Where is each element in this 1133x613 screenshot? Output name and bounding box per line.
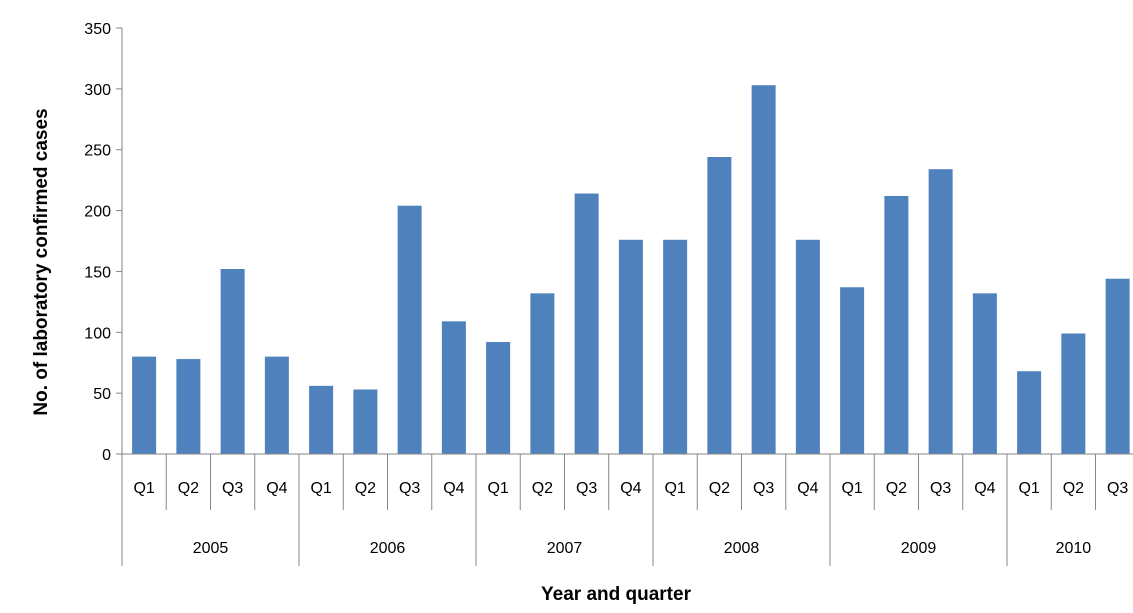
group-label: 2006	[370, 540, 406, 557]
y-tick-label: 100	[84, 325, 111, 342]
bar	[663, 239, 688, 454]
bar	[1105, 278, 1130, 454]
category-label: Q4	[797, 480, 818, 497]
bar	[1061, 333, 1086, 454]
y-tick-label: 150	[84, 264, 111, 281]
bar	[1017, 371, 1042, 454]
group-label: 2008	[724, 540, 760, 557]
category-label: Q3	[576, 480, 597, 497]
category-label: Q1	[841, 480, 862, 497]
labels-layer: 0 50 100 150 200 250 300 350 Q1 Q2 Q3 Q4 Q1 Q2 Q3 Q4 Q1 Q…	[84, 21, 1128, 557]
category-label: Q3	[930, 480, 951, 497]
bar	[132, 356, 157, 454]
y-tick-label: 350	[84, 21, 111, 38]
category-label: Q1	[664, 480, 685, 497]
y-axis-title: No. of laboratory confirmed cases	[31, 108, 52, 415]
category-label: Q2	[709, 480, 730, 497]
category-label: Q1	[133, 480, 154, 497]
group-label: 2009	[901, 540, 937, 557]
category-label: Q2	[886, 480, 907, 497]
y-tick-label: 200	[84, 204, 111, 221]
category-label: Q4	[266, 480, 287, 497]
category-label: Q3	[1107, 480, 1128, 497]
bar	[840, 287, 865, 454]
group-label: 2007	[547, 540, 583, 557]
bar	[707, 157, 732, 454]
group-label: 2005	[193, 540, 229, 557]
category-label: Q1	[487, 480, 508, 497]
category-label: Q2	[1063, 480, 1084, 497]
bar	[795, 239, 820, 454]
bar	[220, 268, 245, 454]
group-label: 2010	[1056, 540, 1092, 557]
bar	[397, 205, 422, 454]
y-tick-label: 0	[102, 447, 111, 464]
bar	[928, 169, 953, 454]
category-label: Q3	[222, 480, 243, 497]
category-label: Q1	[1018, 480, 1039, 497]
bar	[353, 389, 378, 454]
bars-layer	[132, 85, 1130, 455]
bar	[176, 359, 201, 454]
bar	[486, 342, 511, 454]
axes-layer	[116, 27, 1133, 566]
category-label: Q3	[753, 480, 774, 497]
bar	[574, 193, 599, 454]
bar	[530, 293, 555, 454]
bar	[441, 321, 466, 454]
category-label: Q1	[310, 480, 331, 497]
y-tick-label: 300	[84, 82, 111, 99]
y-tick-label: 50	[93, 386, 111, 403]
category-label: Q4	[974, 480, 995, 497]
category-label: Q4	[620, 480, 641, 497]
category-label: Q4	[443, 480, 464, 497]
x-axis-title: Year and quarter	[541, 584, 692, 605]
bar	[751, 85, 776, 454]
category-label: Q2	[532, 480, 553, 497]
category-label: Q2	[178, 480, 199, 497]
bar	[884, 195, 909, 455]
y-tick-label: 250	[84, 143, 111, 160]
bar	[972, 293, 997, 454]
bar	[618, 239, 643, 454]
bar	[309, 385, 334, 454]
bar	[264, 356, 289, 454]
category-label: Q3	[399, 480, 420, 497]
category-label: Q2	[355, 480, 376, 497]
